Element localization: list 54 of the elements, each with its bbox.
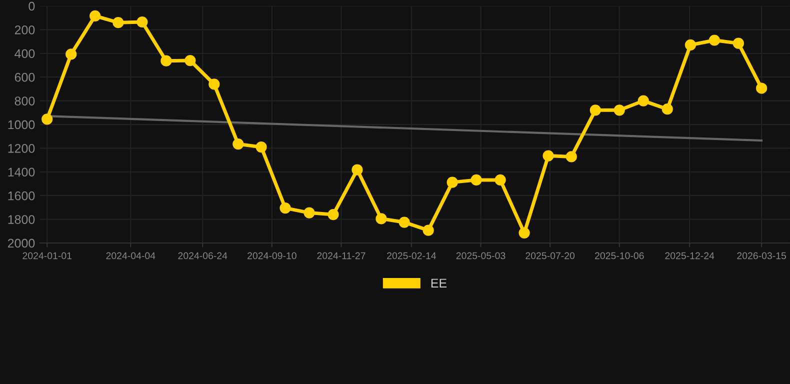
point [614,104,625,116]
point [422,224,434,236]
point [280,202,291,214]
point [542,150,554,162]
point [90,10,101,22]
x-tick-label: 2025-12-24 [665,252,714,260]
point [160,55,172,66]
point [446,176,458,188]
x-tick-label: 2024-06-24 [178,252,228,260]
x-tick-label: 2024-04-04 [106,252,156,260]
y-tick-label: 1600 [8,191,35,200]
x-tick-label: 2025-05-03 [456,252,506,260]
x-tick-label: 2026-03-15 [737,252,786,260]
y-tick-label: 200 [14,26,35,34]
x-tick-label: 2025-02-14 [387,252,436,260]
y-tick-label: 800 [14,96,35,106]
y-tick-label: 400 [14,49,35,58]
point [304,207,315,218]
point [256,141,267,153]
point [398,216,410,228]
y-tick-label: 0 [28,2,35,11]
point [708,34,720,46]
point [184,54,196,66]
point [756,82,768,94]
legend-label: EE [431,278,447,288]
x-tick-label: 2025-10-06 [595,252,644,260]
point [494,174,506,186]
y-tick-label: 1800 [8,215,35,224]
point [470,174,482,186]
point [232,138,244,150]
point [42,114,53,125]
point [684,39,696,51]
y-tick-label: 1000 [8,120,35,130]
point [112,17,124,28]
point [566,151,577,162]
x-tick-label: 2024-01-01 [22,252,72,260]
y-tick-label: 1200 [8,144,35,153]
x-tick-label: 2024-11-27 [317,252,366,260]
x-tick-label: 2025-07-20 [526,252,575,260]
point [590,104,601,116]
y-tick-label: 1400 [8,168,35,177]
point [518,227,530,238]
y-tick-label: 600 [14,72,35,82]
point [376,213,387,224]
y-tick-label: 2000 [8,238,35,248]
x-tick-label: 2024-09-10 [248,252,296,260]
point [136,16,148,28]
point [638,95,649,106]
point [328,209,339,220]
point [66,48,77,60]
point [352,164,363,176]
point [732,38,744,49]
point [662,104,673,115]
point [208,78,220,90]
